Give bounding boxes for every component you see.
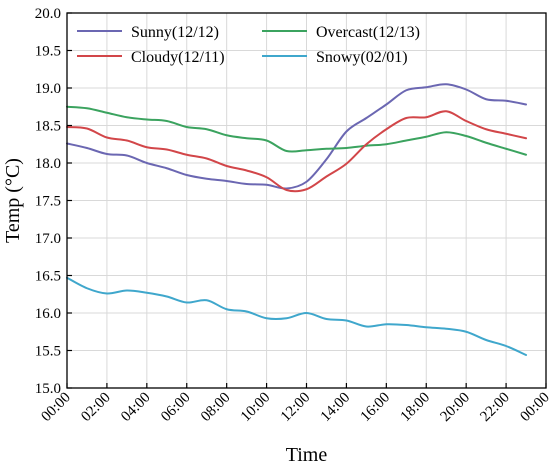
series-line-0 — [66, 83, 528, 190]
x-tick-label: 16:00 — [358, 390, 393, 425]
y-tick-label: 15.5 — [35, 344, 61, 360]
y-tick-label: 18.5 — [35, 119, 61, 135]
legend-label-0: Sunny(12/12) — [131, 24, 219, 41]
y-axis-title: Temp (°C) — [2, 158, 24, 243]
legend-label-3: Snowy(02/01) — [316, 49, 408, 66]
series-line-3 — [66, 276, 528, 356]
x-tick-label: 22:00 — [477, 390, 512, 425]
y-tick-label: 16.5 — [35, 269, 61, 285]
x-tick-label: 18:00 — [398, 390, 433, 425]
y-tick-label: 17.5 — [35, 194, 61, 210]
x-tick-label: 12:00 — [278, 390, 313, 425]
y-tick-label: 19.0 — [35, 81, 61, 97]
x-axis-title: Time — [286, 444, 328, 466]
y-tick-label: 18.0 — [35, 156, 61, 172]
y-tick-label: 20.0 — [35, 6, 61, 22]
x-tick-label: 20:00 — [438, 390, 473, 425]
series-lines — [66, 83, 528, 356]
legend-label-1: Overcast(12/13) — [316, 24, 420, 41]
x-tick-label: 04:00 — [118, 390, 153, 425]
x-tick-label: 02:00 — [78, 390, 113, 425]
series-line-1 — [66, 105, 528, 156]
legend: Sunny(12/12) Overcast(12/13) Cloudy(12/11)… — [77, 24, 420, 66]
axis-ticks: 15.0 15.5 16.0 16.5 17.0 17.5 18.0 18.5 19.0 19.5… — [35, 6, 550, 425]
legend-label-2: Cloudy(12/11) — [131, 49, 225, 66]
x-tick-label: 00:00 — [517, 390, 550, 425]
x-tick-label: 08:00 — [198, 390, 233, 425]
grid — [66, 12, 547, 389]
y-tick-label: 15.0 — [35, 381, 61, 397]
y-tick-label: 16.0 — [35, 306, 61, 322]
x-tick-label: 10:00 — [238, 390, 273, 425]
y-tick-label: 17.0 — [35, 231, 61, 247]
series-line-2 — [66, 110, 528, 193]
y-tick-label: 19.5 — [35, 44, 61, 60]
x-tick-label: 14:00 — [318, 390, 353, 425]
x-tick-label: 06:00 — [158, 390, 193, 425]
